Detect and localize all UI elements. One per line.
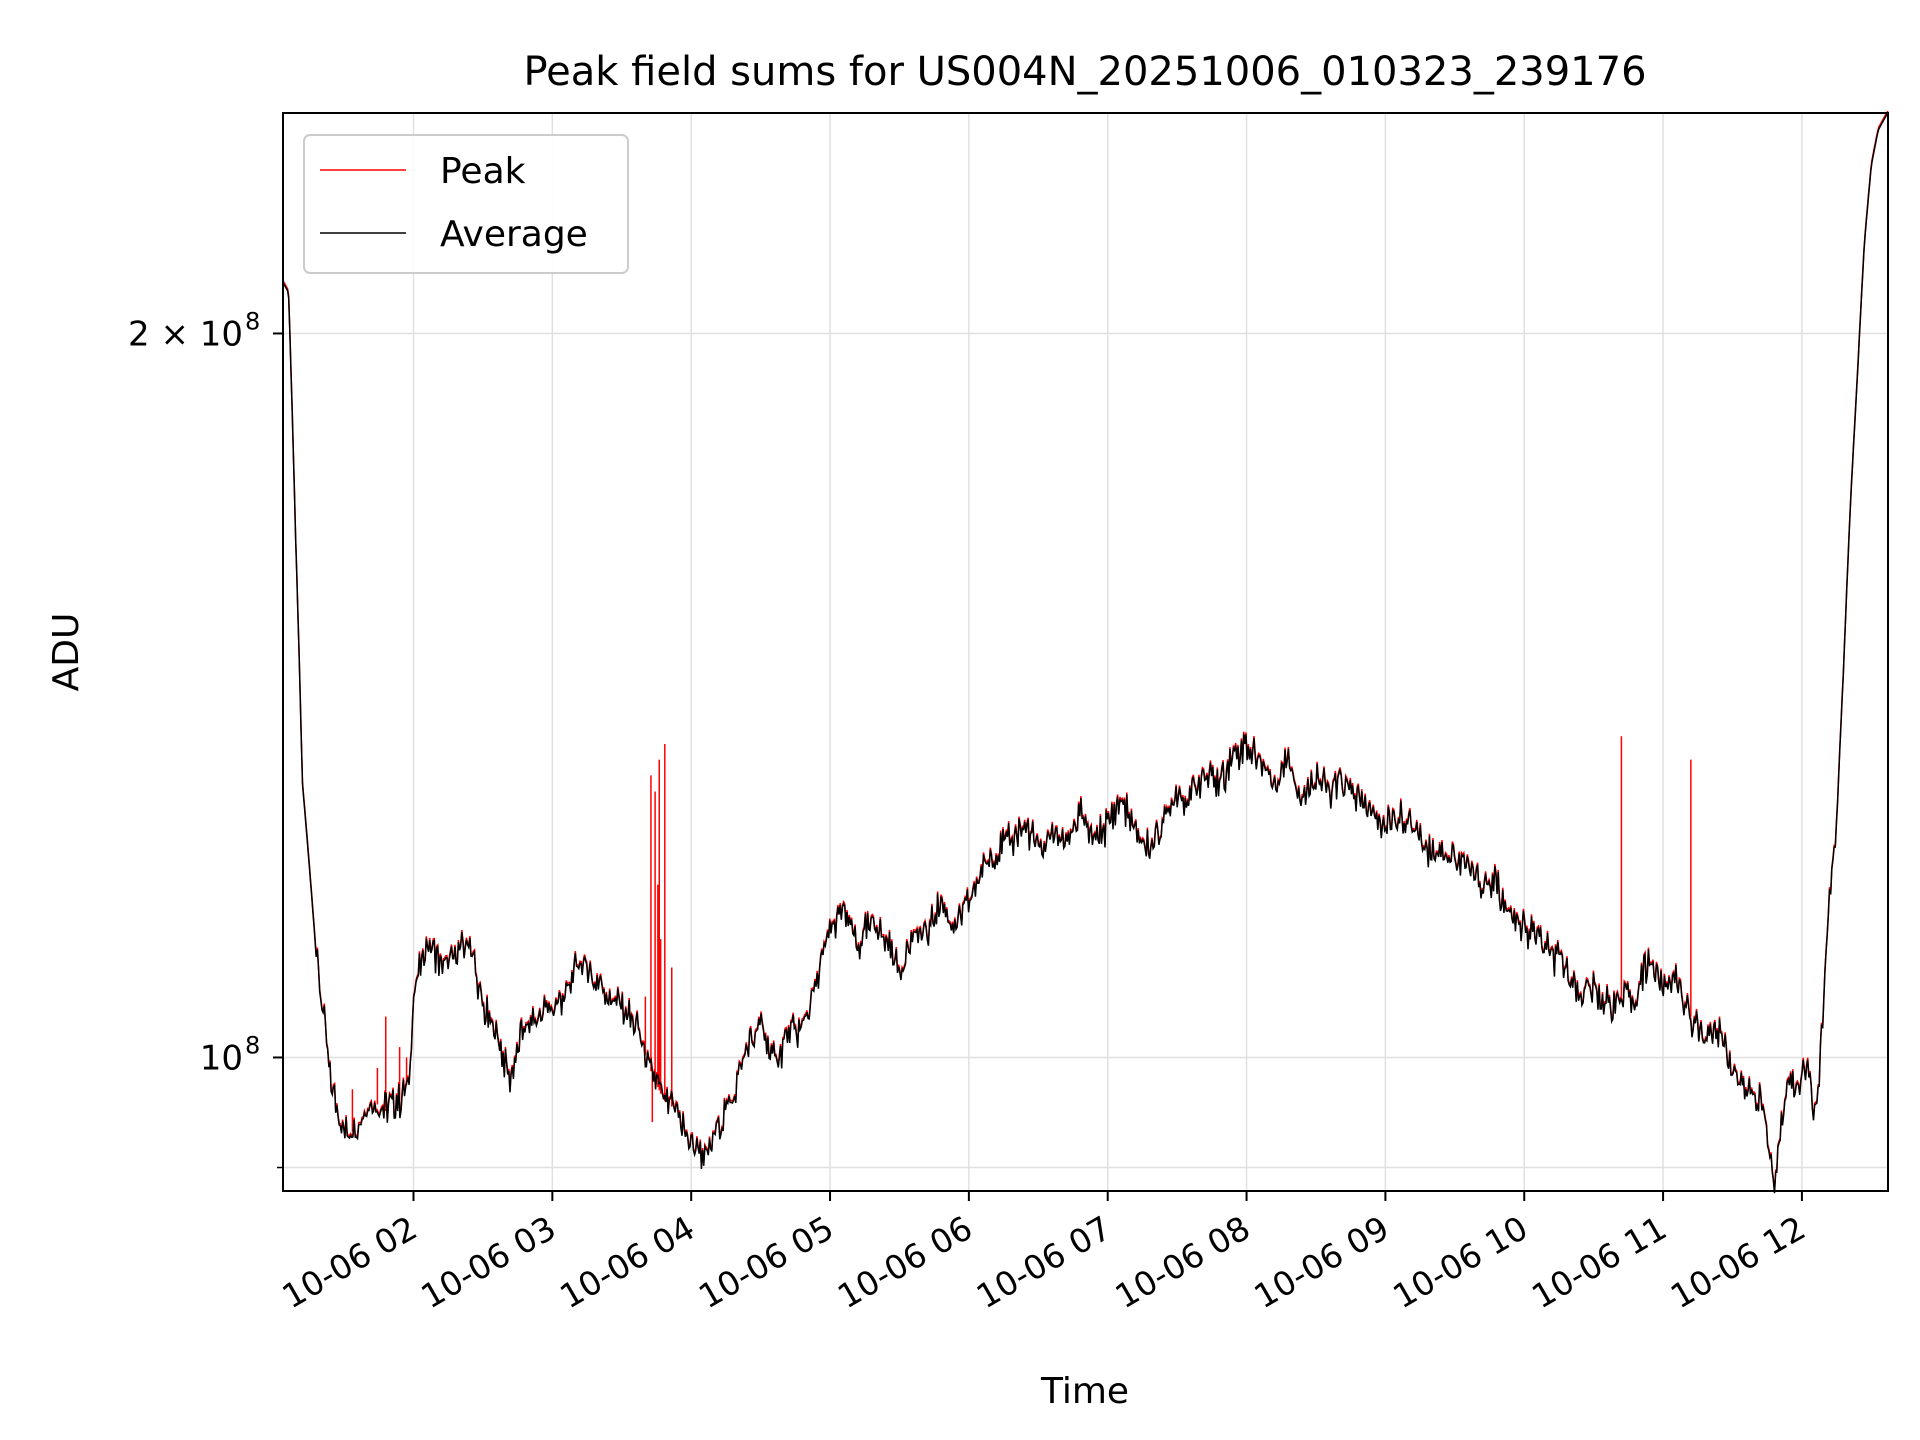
x-tick-label: 10-06 11 (1525, 1208, 1673, 1316)
x-axis-label: Time (1040, 1371, 1129, 1412)
series-layer (282, 110, 1889, 1194)
y-tick-exponent: 8 (245, 307, 260, 335)
series-average-line (282, 112, 1889, 1194)
x-tick-label: 10-06 05 (692, 1208, 840, 1316)
y-axis-ticks: 10 82 × 10 8 (128, 307, 283, 1169)
legend: Peak Average (303, 134, 629, 274)
x-tick-label: 10-06 03 (414, 1208, 562, 1316)
gridlines (283, 113, 1888, 1191)
x-tick-label: 10-06 04 (553, 1208, 701, 1316)
legend-label-peak: Peak (440, 151, 526, 192)
y-axis-label: ADU (46, 613, 87, 692)
y-tick-label: 10 (200, 1038, 243, 1078)
y-tick-exponent: 8 (245, 1031, 260, 1059)
x-tick-label: 10-06 07 (970, 1208, 1118, 1316)
plot-frame (282, 112, 1889, 1192)
x-tick-label: 10-06 09 (1247, 1208, 1395, 1316)
y-tick-label: 2 × 10 (128, 314, 243, 354)
x-tick-label: 10-06 12 (1664, 1208, 1812, 1316)
legend-label-average: Average (440, 214, 588, 255)
chart-title: Peak field sums for US004N_20251006_0103… (523, 49, 1646, 95)
x-tick-label: 10-06 08 (1109, 1208, 1257, 1316)
x-tick-label: 10-06 10 (1386, 1208, 1534, 1316)
x-tick-label: 10-06 02 (276, 1208, 424, 1316)
x-tick-label: 10-06 06 (831, 1208, 979, 1316)
